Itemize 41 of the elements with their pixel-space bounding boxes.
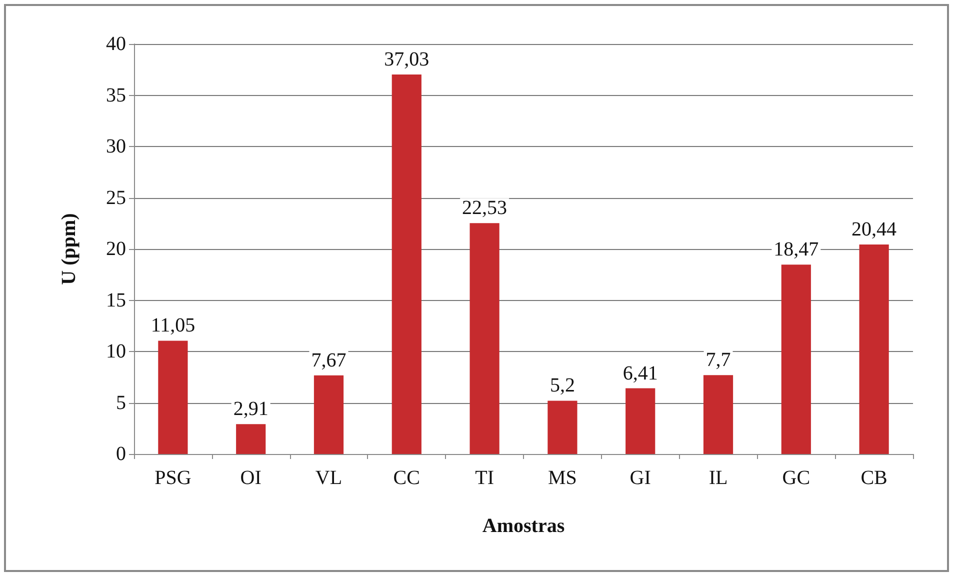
y-tick-label: 20 [106,238,126,260]
x-tick-label: GI [630,467,651,489]
bar [703,375,734,454]
y-axis-title: U (ppm) [58,213,80,285]
x-tick-label: MS [548,467,577,489]
bar [859,244,889,454]
bar [392,74,422,454]
x-tick-label: GC [782,467,810,489]
data-label: 18,47 [774,238,819,261]
data-label: 7,7 [706,349,731,372]
x-tick-label: VL [315,467,342,489]
y-tick-label: 40 [106,33,126,55]
data-label: 11,05 [150,314,196,337]
data-label: 6,41 [622,362,658,384]
data-label: 7,67 [311,349,346,372]
y-tick-label: 25 [106,186,126,209]
x-tick-label: PSG [154,467,192,489]
bar [548,400,578,454]
x-tick-label: CC [393,467,420,489]
bar [314,375,344,454]
bar [236,424,266,454]
y-tick-label: 15 [106,289,126,312]
x-tick-label: OI [240,467,262,489]
data-label: 20,44 [852,218,897,240]
x-axis-title: Amostras [482,515,565,537]
bar [470,223,500,454]
data-label: 37,03 [384,48,430,70]
y-tick-label: 0 [116,443,126,465]
y-tick-label: 5 [116,392,126,414]
x-tick-label: IL [708,467,728,489]
x-tick-label: TI [475,467,494,489]
x-tick-label: CB [860,467,888,489]
data-label: 5,2 [550,374,575,397]
y-tick-label: 35 [106,84,126,106]
data-label: 22,53 [462,197,508,220]
bar [781,264,811,454]
data-label: 2,91 [233,398,268,420]
y-tick-label: 30 [106,136,126,158]
bar [626,388,656,454]
y-tick-label: 10 [106,340,126,362]
bar [158,340,188,454]
